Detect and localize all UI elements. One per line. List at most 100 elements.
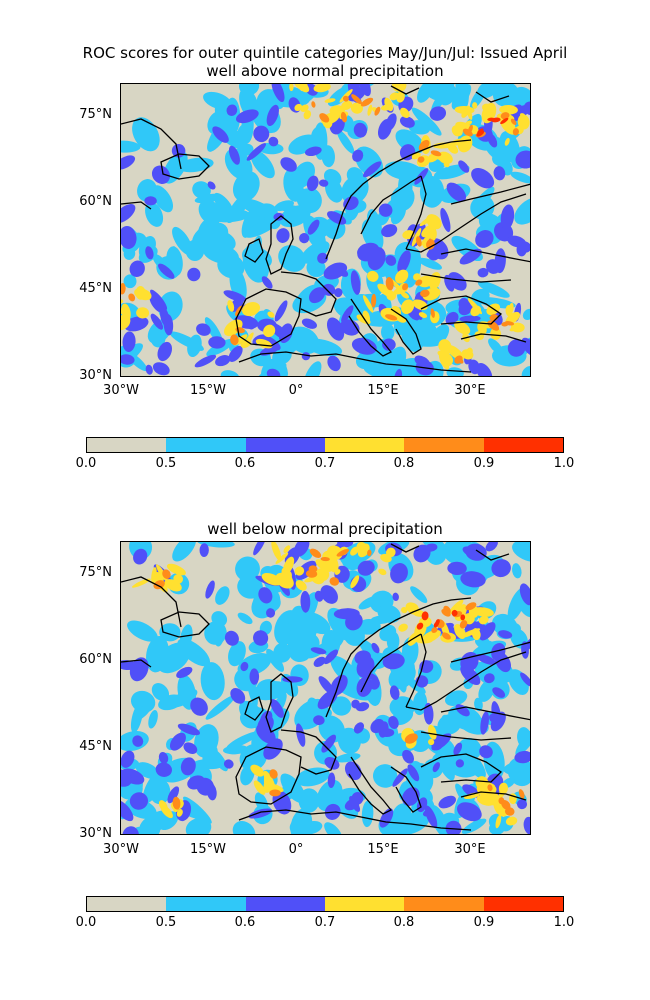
score-contour-0.7 [121, 299, 124, 304]
score-contour-0.6 [462, 546, 475, 556]
score-contour-0.5 [130, 702, 143, 733]
score-contour-0.8 [230, 334, 239, 346]
score-contour-0.7 [461, 349, 474, 360]
score-contour-0.6 [183, 742, 198, 754]
score-contour-0.5 [474, 638, 496, 653]
score-contour-0.7 [350, 102, 363, 114]
lat-tick-75n: 75°N [79, 565, 112, 580]
score-contour-0.7 [420, 232, 433, 246]
lat-tick-45n: 45°N [79, 739, 112, 754]
score-contour-0.6 [453, 742, 463, 756]
score-contour-0.7 [395, 269, 409, 284]
score-contour-0.6 [228, 345, 243, 362]
score-contour-0.7 [295, 580, 307, 591]
score-contour-0.8 [417, 156, 425, 163]
score-contour-0.6 [273, 212, 284, 221]
score-contour-0.7 [401, 607, 408, 614]
score-contour-0.8 [336, 548, 350, 557]
coastline [440, 248, 530, 263]
score-contour-0.5 [211, 231, 236, 252]
score-contour-0.6 [479, 745, 493, 759]
score-contour-0.5 [213, 192, 234, 217]
score-contour-0.7 [508, 302, 514, 315]
score-contour-0.6 [212, 126, 229, 143]
score-contour-0.5 [239, 198, 276, 218]
score-contour-0.7 [315, 559, 333, 572]
score-contour-0.6 [507, 235, 527, 248]
score-contour-0.6 [491, 559, 511, 578]
score-contour-0.6 [456, 802, 482, 822]
score-contour-0.6 [458, 160, 470, 173]
colorbar-1-seg-3 [324, 438, 405, 452]
score-contour-0.6 [121, 155, 136, 170]
score-contour-0.8 [367, 549, 372, 557]
score-contour-0.6 [324, 756, 340, 770]
score-contour-0.5 [193, 759, 224, 770]
score-contour-0.6 [158, 263, 175, 279]
score-contour-0.8 [404, 733, 418, 744]
score-contour-0.7 [275, 552, 289, 564]
score-contour-0.8 [402, 283, 409, 291]
score-contour-0.6 [300, 590, 311, 613]
score-contour-0.8 [415, 279, 423, 286]
score-contour-0.5 [492, 151, 507, 166]
score-contour-0.6 [208, 336, 226, 349]
score-contour-0.7 [517, 114, 530, 130]
score-contour-0.5 [356, 618, 381, 635]
score-contour-0.8 [340, 111, 348, 123]
coastline [420, 273, 512, 283]
score-contour-0.6 [145, 246, 154, 260]
score-contour-0.5 [237, 143, 254, 157]
score-contour-0.5 [410, 586, 428, 604]
score-contour-0.5 [444, 690, 468, 706]
coastline [280, 271, 337, 317]
score-contour-0.8 [311, 101, 316, 108]
coastline [440, 706, 530, 721]
score-contour-0.5 [278, 245, 306, 272]
score-contour-0.6 [271, 84, 285, 103]
score-contour-0.7 [283, 545, 291, 554]
score-contour-0.7 [400, 291, 410, 299]
lon-tick-15w: 15°W [190, 383, 226, 398]
score-contour-0.5 [137, 179, 157, 202]
score-contour-0.7 [438, 353, 450, 370]
colorbar-2-tick: 0.0 [75, 915, 97, 930]
score-contour-0.6 [282, 676, 303, 683]
score-contour-0.6 [460, 665, 481, 686]
score-contour-0.6 [370, 718, 385, 734]
score-contour-0.7 [499, 104, 518, 115]
score-contour-0.5 [241, 206, 260, 238]
score-contour-0.7 [350, 575, 360, 589]
score-contour-0.6 [133, 548, 148, 565]
score-contour-0.5 [492, 84, 520, 107]
score-contour-0.8 [351, 94, 363, 105]
score-contour-0.5 [192, 181, 211, 199]
score-contour-0.6 [327, 211, 347, 225]
coastline [244, 696, 264, 721]
score-contour-0.7 [398, 623, 408, 632]
score-contour-0.6 [500, 204, 515, 230]
score-contour-0.8 [269, 769, 278, 779]
score-contour-0.5 [127, 620, 158, 642]
score-contour-0.6 [327, 772, 336, 789]
score-contour-0.5 [298, 788, 320, 813]
score-contour-0.7 [478, 615, 489, 625]
score-contour-0.6 [266, 368, 281, 376]
score-contour-0.7 [313, 84, 331, 93]
score-contour-0.9 [476, 130, 485, 137]
score-contour-0.5 [372, 764, 398, 788]
score-contour-0.6 [318, 179, 329, 187]
score-contour-0.5 [121, 140, 141, 153]
score-contour-0.5 [439, 89, 456, 106]
lon-tick-0: 0° [288, 842, 304, 857]
score-contour-0.7 [377, 283, 395, 298]
score-contour-0.6 [351, 699, 360, 709]
score-contour-0.5 [169, 689, 198, 708]
score-contour-0.6 [352, 149, 364, 162]
score-contour-0.7 [421, 629, 441, 643]
colorbar-1-tick: 0.0 [75, 456, 97, 471]
score-contour-0.5 [235, 556, 260, 582]
score-contour-0.7 [454, 105, 475, 115]
colorbar-2 [86, 896, 564, 912]
score-contour-0.6 [253, 542, 267, 556]
